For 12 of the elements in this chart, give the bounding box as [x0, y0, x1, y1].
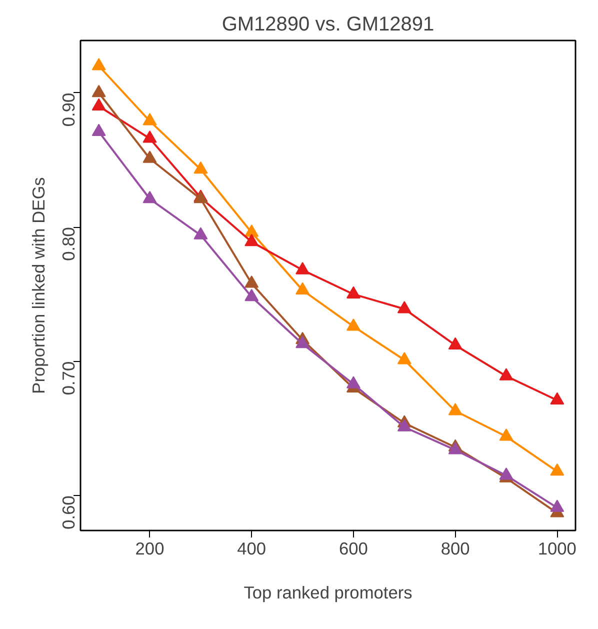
- chart-title: GM12890 vs. GM12891: [222, 14, 434, 36]
- y-tick-label: 0.60: [58, 496, 78, 530]
- x-tick-label: 1000: [538, 538, 576, 558]
- x-tick-label: 400: [237, 538, 266, 558]
- y-tick-label: 0.90: [58, 92, 78, 127]
- x-axis-title: Top ranked promoters: [244, 582, 413, 602]
- y-tick-label: 0.80: [58, 227, 78, 261]
- y-axis-title: Proportion linked with DEGs: [28, 176, 48, 394]
- x-tick-label: 600: [339, 538, 368, 558]
- x-tick-label: 200: [135, 538, 164, 558]
- x-tick-label: 800: [440, 538, 470, 558]
- y-tick-label: 0.70: [58, 361, 78, 396]
